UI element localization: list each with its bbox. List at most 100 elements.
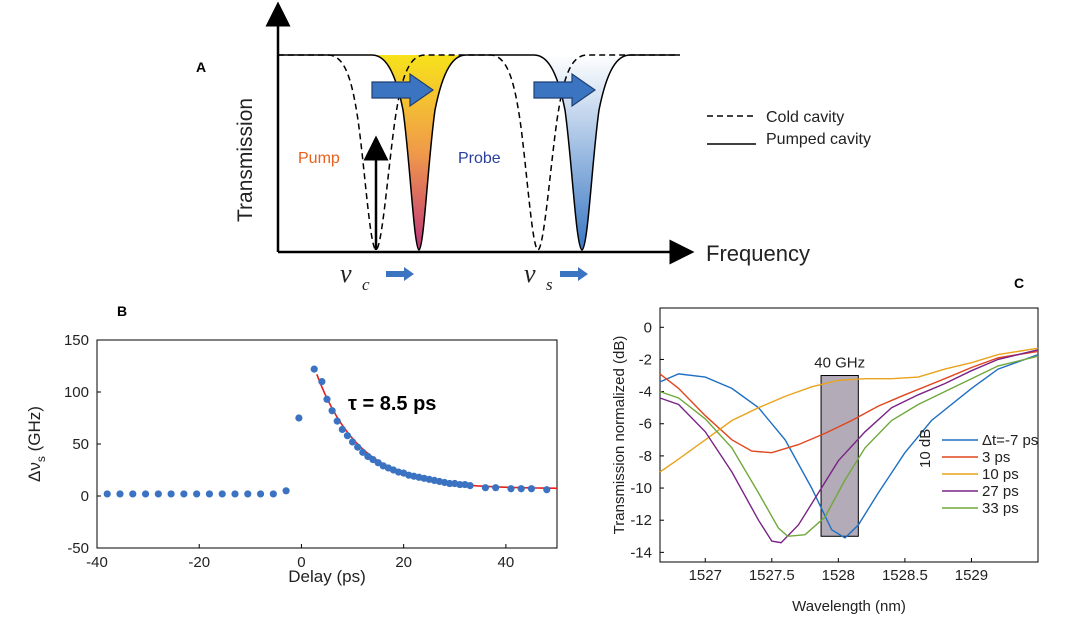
b-data-point	[103, 490, 111, 498]
c-series-line	[659, 350, 1039, 454]
b-ylabel-main: Δν	[25, 462, 44, 482]
c-ytick-label: -14	[630, 544, 652, 561]
c-series-lines	[659, 347, 1039, 544]
c-xtick-label: 1529	[955, 567, 988, 584]
b-ylabel-sub: s	[34, 456, 48, 462]
b-xtick-label: -20	[188, 554, 210, 571]
c-box-label: 40 GHz	[814, 355, 865, 372]
c-40ghz-box	[820, 375, 859, 537]
pump-label: Pump	[298, 150, 340, 167]
b-data-point	[295, 414, 303, 422]
b-data-point	[218, 490, 226, 498]
c-ytick-label: -10	[630, 480, 652, 497]
b-ytick-label: 50	[72, 436, 89, 453]
b-data-point	[193, 490, 201, 498]
pump-shift-arrow	[371, 72, 435, 108]
c-series-line	[659, 347, 1039, 473]
b-data-point	[154, 490, 162, 498]
c-xtick-label: 1528.5	[882, 567, 928, 584]
b-data-point	[359, 448, 367, 456]
legend-cold-cavity: Cold cavity	[766, 109, 844, 126]
b-data-point	[256, 490, 265, 498]
b-data-point	[129, 490, 137, 498]
nu-c-symbol: ν	[340, 259, 352, 288]
b-data-point	[323, 395, 331, 403]
nu-s-symbol: ν	[524, 259, 536, 288]
b-data-point	[328, 407, 336, 415]
c-ytick-label: -2	[639, 351, 652, 368]
b-data-point	[231, 490, 239, 498]
b-data-point	[456, 480, 464, 489]
b-points	[103, 365, 551, 498]
b-xtick-label: -40	[86, 554, 108, 571]
c-ytick-label: -8	[639, 448, 652, 465]
b-data-point	[244, 490, 252, 498]
panel-a: A Transmission Frequency Pump Probe ν c …	[196, 1, 871, 294]
nu-s-subscript: s	[546, 275, 553, 294]
b-data-point	[348, 438, 357, 446]
b-data-point	[141, 490, 150, 498]
probe-dip-fill	[534, 55, 630, 250]
c-scale-label: 10 dB	[917, 429, 934, 468]
c-series-line	[659, 355, 1039, 538]
b-data-point	[180, 490, 188, 498]
b-data-point	[167, 490, 175, 498]
b-tau-annotation: τ = 8.5 ps	[348, 393, 436, 415]
c-legend-label: 27 ps	[982, 483, 1019, 500]
b-ylabel: Δνs (GHz)	[25, 406, 48, 482]
c-ytick-label: 0	[644, 319, 652, 336]
b-data-point	[269, 490, 277, 498]
b-data-point	[446, 479, 454, 488]
b-ytick-label: 150	[64, 332, 89, 349]
c-legend-label: Δt=-7 ps	[982, 432, 1038, 449]
a-legend: Cold cavity Pumped cavity	[707, 109, 871, 148]
c-ytick-label: -12	[630, 512, 652, 529]
c-ytick-label: -6	[639, 416, 652, 433]
b-data-point	[310, 365, 318, 373]
b-data-point	[318, 378, 326, 386]
pumped-cavity-curve	[278, 54, 680, 251]
b-data-point	[354, 443, 362, 451]
b-fit-curve	[316, 374, 557, 490]
b-data-point	[343, 432, 352, 440]
panel-b-label: B	[117, 303, 127, 319]
c-xtick-label: 1528	[822, 567, 855, 584]
b-xtick-label: 0	[297, 554, 305, 571]
c-ylabel: Transmission normalized (dB)	[611, 336, 628, 535]
c-series-line	[659, 353, 1039, 539]
b-data-point	[527, 485, 536, 493]
pump-dip-fill	[372, 55, 466, 250]
c-xlabel: Wavelength (nm)	[792, 598, 906, 615]
b-data-point	[116, 490, 124, 498]
panel-c: C 1527 1527.5 1528 1528.5 1529 0 -2 -4 -6 -8 -10 -1…	[611, 275, 1039, 615]
svg-text:Δνs (GHz): Δνs (GHz)	[25, 406, 48, 482]
panel-a-label: A	[196, 59, 206, 75]
b-data-point	[517, 485, 525, 493]
c-series-line	[659, 349, 1039, 544]
a-ylabel: Transmission	[234, 98, 257, 222]
nu-c-shift-arrow	[386, 267, 414, 281]
nu-c-subscript: c	[362, 275, 370, 294]
b-data-point	[492, 484, 500, 492]
b-ytick-label: -50	[67, 540, 89, 557]
b-ylabel-unit: (GHz)	[25, 406, 44, 456]
probe-shift-arrow	[533, 72, 597, 108]
panel-b: B -40 -20 0 20 40 -50 0 50 100 150 τ = 8.5 ps Del…	[25, 303, 558, 586]
c-plot-frame	[659, 307, 1039, 563]
c-legend-label: 33 ps	[982, 500, 1019, 517]
b-data-point	[338, 425, 346, 434]
b-ytick-label: 0	[81, 488, 89, 505]
nu-s-shift-arrow	[560, 267, 588, 281]
b-data-point	[543, 486, 551, 494]
b-ticks: -40 -20 0 20 40 -50 0 50 100 150	[64, 332, 514, 571]
c-legend-label: 10 ps	[982, 466, 1019, 483]
legend-pumped-cavity: Pumped cavity	[766, 131, 871, 148]
b-plot-frame	[96, 339, 558, 549]
b-data-point	[205, 490, 214, 498]
panel-c-label: C	[1014, 275, 1024, 291]
a-xlabel: Frequency	[706, 241, 810, 266]
b-xlabel: Delay (ps)	[288, 567, 365, 586]
c-ticks: 1527 1527.5 1528 1528.5 1529 0 -2 -4 -6 -8 -10 -12 -…	[630, 319, 988, 584]
